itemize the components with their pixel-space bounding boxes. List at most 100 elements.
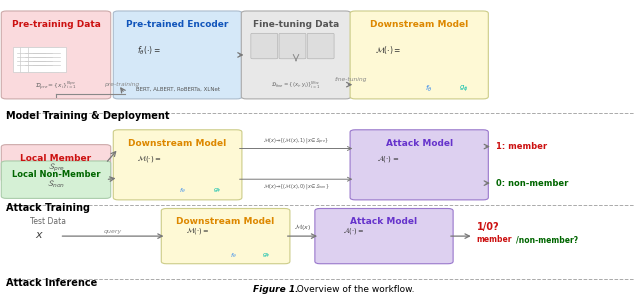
Circle shape bbox=[231, 213, 243, 219]
Text: $\mathcal{A}(\cdot) =$: $\mathcal{A}(\cdot) =$ bbox=[343, 225, 364, 236]
Circle shape bbox=[438, 42, 451, 48]
Circle shape bbox=[259, 242, 271, 247]
Circle shape bbox=[193, 66, 204, 71]
Text: $f_\theta$: $f_\theta$ bbox=[179, 187, 186, 195]
FancyBboxPatch shape bbox=[20, 47, 58, 72]
Circle shape bbox=[177, 30, 188, 35]
Text: Pre-training Data: Pre-training Data bbox=[12, 20, 100, 29]
Circle shape bbox=[196, 146, 208, 151]
Circle shape bbox=[259, 232, 271, 238]
Circle shape bbox=[429, 232, 441, 238]
FancyBboxPatch shape bbox=[161, 208, 290, 264]
Circle shape bbox=[273, 213, 285, 219]
FancyBboxPatch shape bbox=[113, 130, 242, 200]
Circle shape bbox=[225, 30, 237, 35]
Circle shape bbox=[465, 175, 478, 181]
Text: $\mathcal{M}(\cdot) =$: $\mathcal{M}(\cdot) =$ bbox=[375, 45, 402, 56]
Circle shape bbox=[412, 213, 423, 219]
Circle shape bbox=[470, 42, 483, 48]
Circle shape bbox=[429, 242, 441, 247]
Circle shape bbox=[245, 232, 257, 238]
Circle shape bbox=[438, 65, 451, 71]
Circle shape bbox=[454, 42, 467, 48]
Text: $\mathcal{S}_{non}$: $\mathcal{S}_{non}$ bbox=[47, 179, 65, 190]
Circle shape bbox=[193, 54, 204, 59]
Text: $\mathcal{M}(x)\!\to\!\{(\mathcal{M}(x),0)\,|\,x\!\in\!\mathcal{S}_{non}\}$: $\mathcal{M}(x)\!\to\!\{(\mathcal{M}(x),… bbox=[263, 181, 329, 191]
Circle shape bbox=[427, 162, 440, 168]
Circle shape bbox=[422, 65, 435, 71]
Circle shape bbox=[465, 137, 478, 143]
Circle shape bbox=[470, 53, 483, 59]
Text: Test Data: Test Data bbox=[30, 217, 66, 226]
Text: $\mathcal{A}(\cdot) =$: $\mathcal{A}(\cdot) =$ bbox=[378, 153, 399, 165]
Circle shape bbox=[427, 175, 440, 181]
Circle shape bbox=[259, 213, 271, 219]
Circle shape bbox=[212, 135, 223, 141]
Text: $\mathcal{M}(x)$: $\mathcal{M}(x)$ bbox=[294, 222, 311, 232]
Circle shape bbox=[209, 66, 221, 71]
Circle shape bbox=[177, 66, 188, 71]
FancyBboxPatch shape bbox=[28, 47, 66, 72]
Circle shape bbox=[245, 242, 257, 247]
Text: $\mathcal{M}(x)\!\to\!\{(\mathcal{M}(x),1)\,|\,x\!\in\!\mathcal{S}_{pre}\}$: $\mathcal{M}(x)\!\to\!\{(\mathcal{M}(x),… bbox=[263, 136, 329, 146]
Circle shape bbox=[209, 30, 221, 35]
Circle shape bbox=[465, 162, 478, 168]
Text: Attack Model: Attack Model bbox=[351, 217, 417, 226]
FancyBboxPatch shape bbox=[251, 33, 278, 59]
Circle shape bbox=[446, 149, 459, 155]
Text: Local Non-Member: Local Non-Member bbox=[12, 170, 100, 179]
Circle shape bbox=[470, 65, 483, 71]
Circle shape bbox=[231, 232, 243, 238]
Circle shape bbox=[231, 223, 243, 228]
Circle shape bbox=[446, 162, 459, 168]
Circle shape bbox=[182, 146, 193, 151]
Circle shape bbox=[182, 135, 193, 141]
Circle shape bbox=[446, 175, 459, 181]
Circle shape bbox=[394, 213, 405, 219]
Text: $\mathcal{M}(\cdot) =$: $\mathcal{M}(\cdot) =$ bbox=[137, 153, 161, 165]
Text: Overview of the workflow.: Overview of the workflow. bbox=[291, 285, 415, 294]
Circle shape bbox=[177, 54, 188, 59]
Text: $x$: $x$ bbox=[35, 230, 44, 240]
Circle shape bbox=[182, 177, 193, 182]
Circle shape bbox=[225, 42, 237, 47]
FancyBboxPatch shape bbox=[1, 145, 111, 182]
Text: $g_\phi$: $g_\phi$ bbox=[262, 252, 271, 260]
Circle shape bbox=[412, 232, 423, 238]
Circle shape bbox=[225, 66, 237, 71]
FancyBboxPatch shape bbox=[241, 11, 351, 99]
Text: 1: member: 1: member bbox=[496, 142, 547, 151]
Circle shape bbox=[427, 149, 440, 155]
Circle shape bbox=[227, 146, 238, 151]
Circle shape bbox=[193, 42, 204, 47]
Text: Figure 1.: Figure 1. bbox=[253, 285, 298, 294]
Text: Attack Inference: Attack Inference bbox=[6, 278, 98, 288]
Text: Model Training & Deployment: Model Training & Deployment bbox=[6, 111, 170, 121]
Circle shape bbox=[454, 65, 467, 71]
Text: 0: non-member: 0: non-member bbox=[496, 178, 568, 188]
FancyBboxPatch shape bbox=[13, 47, 51, 72]
Circle shape bbox=[454, 53, 467, 59]
Text: $\mathcal{M}(\cdot) =$: $\mathcal{M}(\cdot) =$ bbox=[186, 225, 209, 236]
Circle shape bbox=[227, 167, 238, 172]
Circle shape bbox=[193, 30, 204, 35]
Circle shape bbox=[438, 53, 451, 59]
Text: member: member bbox=[477, 235, 512, 244]
Circle shape bbox=[196, 156, 208, 162]
Text: Fine-tuning Data: Fine-tuning Data bbox=[253, 20, 339, 29]
Circle shape bbox=[273, 232, 285, 238]
Circle shape bbox=[394, 232, 405, 238]
Circle shape bbox=[454, 30, 467, 36]
Circle shape bbox=[429, 213, 441, 219]
Circle shape bbox=[212, 146, 223, 151]
Circle shape bbox=[196, 177, 208, 182]
Text: Local Member: Local Member bbox=[20, 154, 92, 162]
Text: Pre-trained Encoder: Pre-trained Encoder bbox=[127, 20, 228, 29]
FancyBboxPatch shape bbox=[315, 208, 453, 264]
Text: $\mathcal{D}_{pre} = \{x_i\}_{i=1}^{N_{pre}}$: $\mathcal{D}_{pre} = \{x_i\}_{i=1}^{N_{p… bbox=[35, 79, 77, 91]
Text: $\mathcal{D}_{fine} = \{(x_i,y_i)\}_{i=1}^{N_{fine}}$: $\mathcal{D}_{fine} = \{(x_i,y_i)\}_{i=1… bbox=[271, 80, 321, 91]
Text: Downstream Model: Downstream Model bbox=[129, 139, 227, 148]
FancyBboxPatch shape bbox=[113, 11, 242, 99]
Text: Downstream Model: Downstream Model bbox=[177, 217, 275, 226]
FancyBboxPatch shape bbox=[350, 130, 488, 200]
